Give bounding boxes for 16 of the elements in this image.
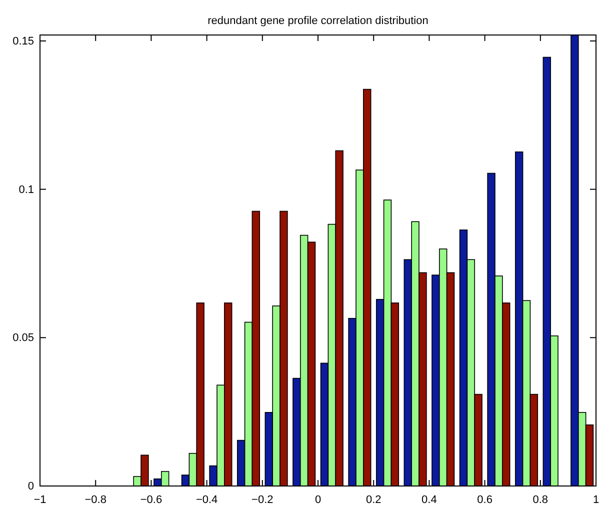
x-tick-label: 1 bbox=[592, 494, 600, 506]
x-tick-label: 0.8 bbox=[532, 494, 548, 506]
x-tick-label: 0 bbox=[314, 494, 322, 506]
x-tick-label: −0.2 bbox=[252, 494, 274, 506]
x-tick-label: −1 bbox=[34, 494, 46, 506]
y-tick-label: 0.15 bbox=[12, 35, 34, 48]
x-tick-label: 0.2 bbox=[366, 494, 382, 506]
x-tick-label: −0.6 bbox=[140, 494, 162, 506]
chart-title: redundant gene profile correlation distribution bbox=[208, 15, 428, 27]
y-tick-label: 0 bbox=[28, 480, 34, 493]
y-tick-label: 0.05 bbox=[12, 332, 34, 344]
y-tick-label: 0.1 bbox=[18, 184, 34, 196]
x-tick-label: 0.6 bbox=[477, 494, 492, 506]
x-tick-label: 0.4 bbox=[422, 494, 437, 506]
x-tick-label: −0.4 bbox=[196, 494, 218, 506]
x-tick-label: −0.8 bbox=[84, 494, 106, 506]
